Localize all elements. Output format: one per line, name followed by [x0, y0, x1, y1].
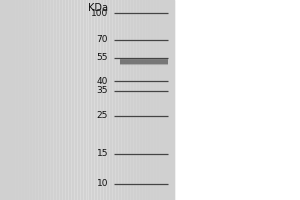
Text: 40: 40	[97, 77, 108, 86]
Text: KDa: KDa	[88, 3, 108, 13]
Text: 70: 70	[97, 35, 108, 44]
Text: 55: 55	[97, 53, 108, 62]
Bar	[0, 0, 174, 200]
Text: 15: 15	[97, 149, 108, 158]
Text: 25: 25	[97, 111, 108, 120]
Text: 10: 10	[97, 179, 108, 188]
Text: 100: 100	[91, 9, 108, 18]
Text: 35: 35	[97, 86, 108, 95]
